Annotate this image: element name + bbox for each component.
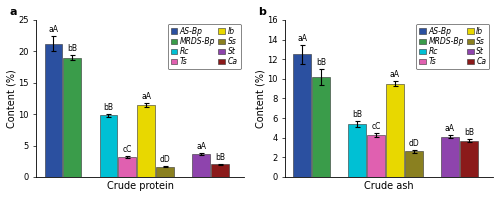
Text: bB: bB [215,153,225,162]
X-axis label: Crude ash: Crude ash [364,181,414,191]
Bar [367,135,384,177]
Bar [44,44,62,177]
Bar [118,157,136,177]
Bar [386,84,404,177]
Text: cC: cC [372,122,380,131]
Text: a: a [10,7,17,17]
Text: bB: bB [352,110,362,119]
Bar [100,115,117,177]
Text: bB: bB [464,128,474,137]
X-axis label: Crude protein: Crude protein [107,181,174,191]
Bar [312,77,330,177]
Text: dD: dD [160,155,170,164]
Bar [192,154,210,177]
Bar [441,137,458,177]
Y-axis label: Content (%): Content (%) [256,69,266,128]
Bar [293,54,311,177]
Bar [460,141,477,177]
Bar [156,167,174,177]
Text: bB: bB [316,58,326,67]
Bar [405,151,422,177]
Legend: AS-Bp, MRDS-Bp, Rc, Ts, Ib, Ss, St, Ca: AS-Bp, MRDS-Bp, Rc, Ts, Ib, Ss, St, Ca [168,24,240,69]
Bar [212,164,229,177]
Text: b: b [258,7,266,17]
Y-axis label: Content (%): Content (%) [7,69,17,128]
Bar [348,124,366,177]
Text: aA: aA [445,124,455,133]
Text: bB: bB [104,103,114,112]
Text: aA: aA [141,92,151,101]
Text: dD: dD [408,139,419,148]
Legend: AS-Bp, MRDS-Bp, Rc, Ts, Ib, Ss, St, Ca: AS-Bp, MRDS-Bp, Rc, Ts, Ib, Ss, St, Ca [416,24,489,69]
Bar [64,58,81,177]
Text: aA: aA [297,34,307,43]
Text: aA: aA [48,25,58,34]
Text: bB: bB [67,44,77,53]
Bar [138,105,155,177]
Text: aA: aA [196,143,206,151]
Text: aA: aA [390,70,400,79]
Text: cC: cC [122,145,132,154]
